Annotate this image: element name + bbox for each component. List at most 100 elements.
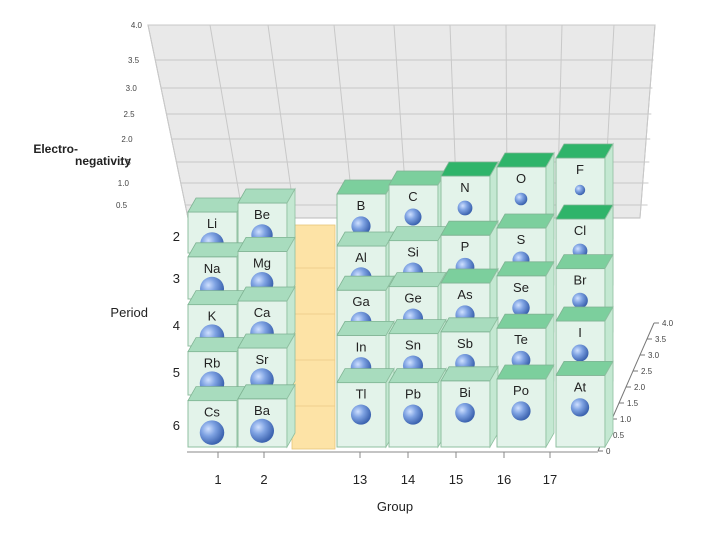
bar-top-face xyxy=(555,143,614,159)
right-axis-tick-label: 3.5 xyxy=(655,335,667,344)
element-symbol: Ga xyxy=(352,294,370,309)
bar-top-face xyxy=(440,161,499,177)
bar-top-face xyxy=(496,152,555,168)
element-symbol: Sb xyxy=(457,336,473,351)
element-symbol: Tl xyxy=(356,387,367,402)
bar-side-face xyxy=(286,383,296,449)
grid-vertical-line xyxy=(147,24,189,219)
bar-top-face xyxy=(388,368,447,384)
bar-top-face xyxy=(555,254,614,270)
element-symbol: K xyxy=(208,309,217,324)
y-axis-title-line2: negativity xyxy=(75,154,131,168)
right-axis-tick-label: 3.0 xyxy=(648,351,660,360)
atom-sphere-icon xyxy=(350,404,372,425)
element-symbol: Te xyxy=(514,332,528,347)
grid-vertical-line xyxy=(639,24,656,219)
element-symbol: Se xyxy=(513,280,529,295)
period-tick-label: 4 xyxy=(173,318,180,333)
bar-side-face xyxy=(286,285,296,348)
group-tick-label: 17 xyxy=(543,472,557,487)
y-tick-label: 1.5 xyxy=(120,158,132,167)
bar-top-face xyxy=(496,261,555,277)
axis-labels: Electro- negativity Period Group xyxy=(33,142,413,514)
element-symbol: Sr xyxy=(256,352,270,367)
transition-metal-gap xyxy=(291,224,336,450)
group-tick-label: 2 xyxy=(260,472,267,487)
group-tick-label: 15 xyxy=(449,472,463,487)
element-symbol: Li xyxy=(207,216,217,231)
element-symbol: S xyxy=(517,232,526,247)
atom-sphere-icon xyxy=(572,292,588,309)
bar-top-face xyxy=(496,313,555,329)
element-symbol: Ba xyxy=(254,403,271,418)
group-tick-label: 14 xyxy=(401,472,415,487)
bar-top-face xyxy=(555,306,614,322)
bar-top-face xyxy=(388,319,447,335)
y-tick-label: 4.0 xyxy=(131,21,143,30)
atom-sphere-icon xyxy=(249,418,275,443)
atom-sphere-icon xyxy=(402,404,424,425)
bar-top-face xyxy=(237,286,296,302)
element-symbol: At xyxy=(574,379,587,394)
bar-top-face xyxy=(237,236,296,252)
bar-top-face xyxy=(440,366,499,382)
grid-vertical-line xyxy=(209,24,244,219)
atom-sphere-icon xyxy=(512,299,530,317)
bar-top-face xyxy=(187,242,246,258)
y-tick-label: 1.0 xyxy=(118,179,130,188)
bar-top-face xyxy=(336,231,395,247)
bar-top-face xyxy=(555,360,614,376)
group-axis-title: Group xyxy=(377,499,413,514)
element-symbol: Cs xyxy=(204,405,220,420)
element-bars: Li Be B C N O F Na Mg Al Si P S Cl K Ca Ga Ge As Se Br Rb Sr In… xyxy=(187,142,614,449)
y-tick-label: 2.5 xyxy=(123,110,135,119)
bar-front-face xyxy=(440,380,491,448)
element-symbol: Be xyxy=(254,207,270,222)
bar-side-face xyxy=(286,235,296,301)
element-symbol: N xyxy=(460,180,469,195)
bar-top-face xyxy=(388,226,447,242)
bar-top-face xyxy=(496,213,555,229)
atom-sphere-icon xyxy=(457,200,473,216)
element-symbol: P xyxy=(461,239,470,254)
element-symbol: F xyxy=(576,162,584,177)
bar-top-face xyxy=(440,268,499,284)
atom-sphere-icon xyxy=(514,192,528,206)
element-symbol: Al xyxy=(355,250,367,265)
y-tick-label: 3.5 xyxy=(128,56,140,65)
element-symbol: Bi xyxy=(459,385,471,400)
period-tick-label: 2 xyxy=(173,229,180,244)
atom-sphere-icon xyxy=(404,208,422,226)
right-axis-tick-label: 1.5 xyxy=(627,399,639,408)
atom-sphere-icon xyxy=(511,401,531,421)
element-symbol: Ca xyxy=(254,305,271,320)
element-symbol: C xyxy=(408,189,417,204)
atom-sphere-icon xyxy=(570,398,590,417)
group-tick-label: 16 xyxy=(497,472,511,487)
atom-sphere-icon xyxy=(455,402,475,423)
atom-sphere-icon xyxy=(574,184,586,196)
element-symbol: I xyxy=(578,325,582,340)
period-tick-label: 3 xyxy=(173,271,180,286)
element-symbol: As xyxy=(457,287,473,302)
element-symbol: Ge xyxy=(404,291,421,306)
y-tick-label: 2.0 xyxy=(121,135,133,144)
element-symbol: Si xyxy=(407,245,419,260)
bar-top-face xyxy=(187,290,246,306)
element-symbol: Rb xyxy=(204,356,221,371)
element-symbol: Br xyxy=(574,273,588,288)
right-axis-tick-label: 2.0 xyxy=(634,383,646,392)
element-symbol: O xyxy=(516,171,526,186)
right-axis-tick-label: 0 xyxy=(606,447,611,456)
bar-top-face xyxy=(496,364,555,380)
element-symbol: Po xyxy=(513,383,529,398)
bar-top-face xyxy=(336,368,395,384)
group-tick-label: 13 xyxy=(353,472,367,487)
element-symbol: Pb xyxy=(405,387,421,402)
group-tick-label: 1 xyxy=(214,472,221,487)
period-tick-label: 5 xyxy=(173,365,180,380)
bar-top-face xyxy=(237,384,296,400)
bar-top-face xyxy=(336,320,395,336)
atom-sphere-icon xyxy=(199,420,225,445)
